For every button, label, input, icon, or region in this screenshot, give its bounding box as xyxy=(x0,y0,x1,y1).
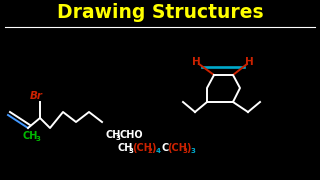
Text: 3: 3 xyxy=(183,148,188,154)
Text: 4: 4 xyxy=(156,148,161,154)
Text: CH: CH xyxy=(118,143,133,153)
Text: Drawing Structures: Drawing Structures xyxy=(57,3,263,21)
Text: 3: 3 xyxy=(191,148,196,154)
Text: CH: CH xyxy=(105,130,120,140)
Text: (CH: (CH xyxy=(132,143,152,153)
Text: C: C xyxy=(161,143,168,153)
Text: CHO: CHO xyxy=(119,130,143,140)
Text: H: H xyxy=(192,57,200,67)
Text: ): ) xyxy=(151,143,156,153)
Text: (CH: (CH xyxy=(167,143,187,153)
Text: 3: 3 xyxy=(116,135,121,141)
Text: 3: 3 xyxy=(129,148,134,154)
Text: 2: 2 xyxy=(148,148,153,154)
Text: Br: Br xyxy=(29,91,43,101)
Text: CH: CH xyxy=(22,131,38,141)
Text: H: H xyxy=(244,57,253,67)
Text: ): ) xyxy=(186,143,190,153)
Text: 3: 3 xyxy=(36,136,40,142)
